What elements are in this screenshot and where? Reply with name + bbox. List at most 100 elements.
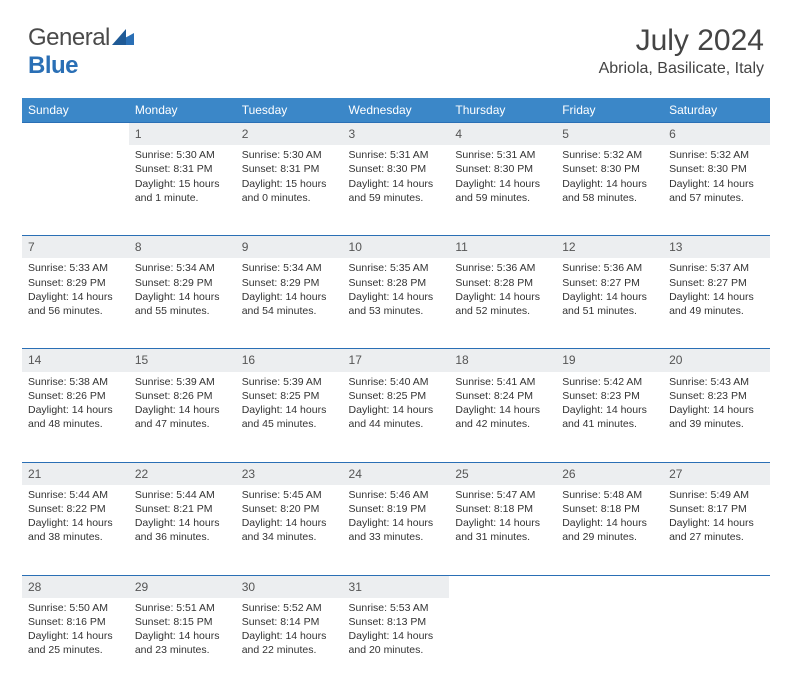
day-cell-body: Sunrise: 5:45 AMSunset: 8:20 PMDaylight:… bbox=[236, 485, 343, 551]
daynum-row: 123456 bbox=[22, 122, 770, 145]
day-number: 18 bbox=[449, 348, 556, 371]
day-cell-body: Sunrise: 5:47 AMSunset: 8:18 PMDaylight:… bbox=[449, 485, 556, 551]
day-detail-line: Sunrise: 5:44 AM bbox=[28, 488, 123, 502]
day-number: 4 bbox=[449, 122, 556, 145]
day-detail-line: Sunrise: 5:44 AM bbox=[135, 488, 230, 502]
day-number: 1 bbox=[129, 122, 236, 145]
day-cell: Sunrise: 5:42 AMSunset: 8:23 PMDaylight:… bbox=[556, 372, 663, 462]
day-detail-line: Sunrise: 5:39 AM bbox=[242, 375, 337, 389]
day-detail-line: Sunset: 8:30 PM bbox=[669, 162, 764, 176]
day-detail-line: Daylight: 14 hours and 25 minutes. bbox=[28, 629, 123, 657]
day-detail-line: Sunrise: 5:30 AM bbox=[242, 148, 337, 162]
daynum-row: 21222324252627 bbox=[22, 462, 770, 485]
brand-icon bbox=[112, 24, 134, 51]
day-cell: Sunrise: 5:35 AMSunset: 8:28 PMDaylight:… bbox=[343, 258, 450, 348]
day-detail-line: Sunset: 8:28 PM bbox=[349, 276, 444, 290]
day-detail-line: Sunset: 8:19 PM bbox=[349, 502, 444, 516]
day-cell: Sunrise: 5:36 AMSunset: 8:27 PMDaylight:… bbox=[556, 258, 663, 348]
day-cell: Sunrise: 5:31 AMSunset: 8:30 PMDaylight:… bbox=[343, 145, 450, 235]
day-cell: Sunrise: 5:34 AMSunset: 8:29 PMDaylight:… bbox=[236, 258, 343, 348]
day-detail-line: Sunrise: 5:52 AM bbox=[242, 601, 337, 615]
day-detail-line: Sunrise: 5:41 AM bbox=[455, 375, 550, 389]
day-cell: Sunrise: 5:32 AMSunset: 8:30 PMDaylight:… bbox=[556, 145, 663, 235]
day-cell-body bbox=[663, 598, 770, 607]
day-detail-line: Daylight: 14 hours and 39 minutes. bbox=[669, 403, 764, 431]
day-detail-line: Daylight: 14 hours and 42 minutes. bbox=[455, 403, 550, 431]
day-number: 31 bbox=[343, 575, 450, 598]
day-cell bbox=[22, 145, 129, 235]
day-cell-body: Sunrise: 5:52 AMSunset: 8:14 PMDaylight:… bbox=[236, 598, 343, 664]
day-detail-line: Sunset: 8:30 PM bbox=[562, 162, 657, 176]
day-number: 30 bbox=[236, 575, 343, 598]
day-number: 2 bbox=[236, 122, 343, 145]
day-detail-line: Daylight: 14 hours and 56 minutes. bbox=[28, 290, 123, 318]
day-detail-line: Daylight: 14 hours and 47 minutes. bbox=[135, 403, 230, 431]
day-detail-line: Daylight: 14 hours and 38 minutes. bbox=[28, 516, 123, 544]
week-content-row: Sunrise: 5:50 AMSunset: 8:16 PMDaylight:… bbox=[22, 598, 770, 688]
day-detail-line: Sunrise: 5:46 AM bbox=[349, 488, 444, 502]
day-detail-line: Sunrise: 5:33 AM bbox=[28, 261, 123, 275]
day-detail-line: Sunrise: 5:31 AM bbox=[455, 148, 550, 162]
day-detail-line: Daylight: 14 hours and 57 minutes. bbox=[669, 177, 764, 205]
day-number: 27 bbox=[663, 462, 770, 485]
week-content-row: Sunrise: 5:44 AMSunset: 8:22 PMDaylight:… bbox=[22, 485, 770, 575]
day-detail-line: Sunrise: 5:40 AM bbox=[349, 375, 444, 389]
day-cell-body: Sunrise: 5:34 AMSunset: 8:29 PMDaylight:… bbox=[129, 258, 236, 324]
daynum-row: 28293031 bbox=[22, 575, 770, 598]
day-detail-line: Daylight: 14 hours and 31 minutes. bbox=[455, 516, 550, 544]
week-content-row: Sunrise: 5:30 AMSunset: 8:31 PM Daylight:… bbox=[22, 145, 770, 235]
day-detail-line: Daylight: 14 hours and 20 minutes. bbox=[349, 629, 444, 657]
day-cell: Sunrise: 5:45 AMSunset: 8:20 PMDaylight:… bbox=[236, 485, 343, 575]
day-cell: Sunrise: 5:44 AMSunset: 8:21 PMDaylight:… bbox=[129, 485, 236, 575]
title-block: July 2024 Abriola, Basilicate, Italy bbox=[599, 24, 764, 78]
day-number: 9 bbox=[236, 235, 343, 258]
day-cell: Sunrise: 5:30 AMSunset: 8:31 PMDaylight:… bbox=[236, 145, 343, 235]
day-number: 16 bbox=[236, 348, 343, 371]
day-cell: Sunrise: 5:49 AMSunset: 8:17 PMDaylight:… bbox=[663, 485, 770, 575]
day-detail-line: Sunset: 8:22 PM bbox=[28, 502, 123, 516]
day-number: 15 bbox=[129, 348, 236, 371]
brand-logo: GeneralBlue bbox=[28, 24, 134, 80]
day-cell: Sunrise: 5:38 AMSunset: 8:26 PMDaylight:… bbox=[22, 372, 129, 462]
day-cell-body: Sunrise: 5:33 AMSunset: 8:29 PMDaylight:… bbox=[22, 258, 129, 324]
day-detail-line: Sunrise: 5:38 AM bbox=[28, 375, 123, 389]
day-detail-line: Sunset: 8:21 PM bbox=[135, 502, 230, 516]
brand-part1: General bbox=[28, 24, 110, 51]
day-cell-body: Sunrise: 5:30 AMSunset: 8:31 PMDaylight:… bbox=[129, 145, 236, 211]
day-number: 13 bbox=[663, 235, 770, 258]
day-detail-line: Sunrise: 5:47 AM bbox=[455, 488, 550, 502]
day-cell-body: Sunrise: 5:42 AMSunset: 8:23 PMDaylight:… bbox=[556, 372, 663, 438]
day-cell-body: Sunrise: 5:31 AMSunset: 8:30 PMDaylight:… bbox=[449, 145, 556, 211]
day-detail-line: Sunset: 8:29 PM bbox=[135, 276, 230, 290]
day-detail-line: Sunset: 8:29 PM bbox=[28, 276, 123, 290]
day-number: 19 bbox=[556, 348, 663, 371]
day-number: 11 bbox=[449, 235, 556, 258]
day-detail-line: Daylight: 14 hours and 53 minutes. bbox=[349, 290, 444, 318]
day-cell-body: Sunrise: 5:36 AMSunset: 8:27 PMDaylight:… bbox=[556, 258, 663, 324]
day-detail-line: Sunset: 8:24 PM bbox=[455, 389, 550, 403]
weekday-header: Sunday bbox=[22, 98, 129, 122]
day-number: 12 bbox=[556, 235, 663, 258]
day-cell-body: Sunrise: 5:34 AMSunset: 8:29 PMDaylight:… bbox=[236, 258, 343, 324]
day-cell: Sunrise: 5:41 AMSunset: 8:24 PMDaylight:… bbox=[449, 372, 556, 462]
day-number: 25 bbox=[449, 462, 556, 485]
day-detail-line: Daylight: 14 hours and 58 minutes. bbox=[562, 177, 657, 205]
weekday-header: Thursday bbox=[449, 98, 556, 122]
day-detail-line: Sunrise: 5:43 AM bbox=[669, 375, 764, 389]
day-detail-line: Sunrise: 5:51 AM bbox=[135, 601, 230, 615]
day-detail-line: Sunset: 8:27 PM bbox=[562, 276, 657, 290]
day-cell: Sunrise: 5:51 AMSunset: 8:15 PMDaylight:… bbox=[129, 598, 236, 688]
weekday-header-row: SundayMondayTuesdayWednesdayThursdayFrid… bbox=[22, 98, 770, 122]
day-cell-body bbox=[449, 598, 556, 607]
day-number bbox=[22, 122, 129, 129]
day-cell-body: Sunrise: 5:40 AMSunset: 8:25 PMDaylight:… bbox=[343, 372, 450, 438]
day-detail-line: Daylight: 14 hours and 41 minutes. bbox=[562, 403, 657, 431]
day-cell: Sunrise: 5:33 AMSunset: 8:29 PMDaylight:… bbox=[22, 258, 129, 348]
day-cell: Sunrise: 5:43 AMSunset: 8:23 PMDaylight:… bbox=[663, 372, 770, 462]
weekday-header: Monday bbox=[129, 98, 236, 122]
day-cell: Sunrise: 5:34 AMSunset: 8:29 PMDaylight:… bbox=[129, 258, 236, 348]
day-number bbox=[449, 575, 556, 582]
day-detail-line: Sunrise: 5:37 AM bbox=[669, 261, 764, 275]
day-detail-line: Daylight: 14 hours and 33 minutes. bbox=[349, 516, 444, 544]
day-detail-line: Sunset: 8:31 PM bbox=[242, 162, 337, 176]
